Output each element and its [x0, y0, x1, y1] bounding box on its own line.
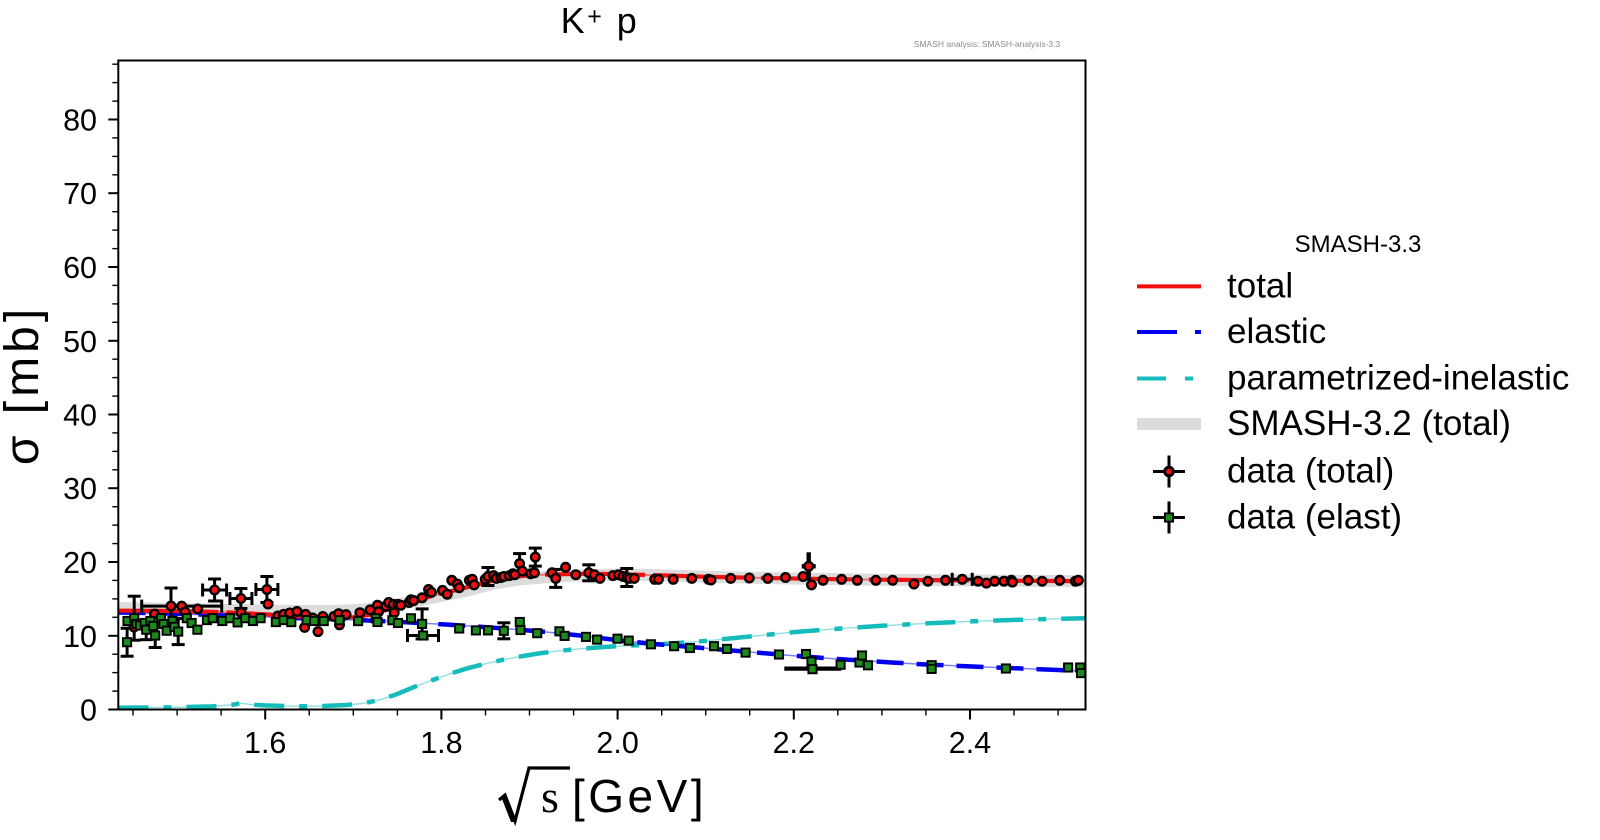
svg-text:SMASH analysis: SMASH-analysis: SMASH analysis: SMASH-analysis-3.3	[914, 39, 1061, 49]
svg-text:20: 20	[63, 546, 97, 580]
svg-text:80: 80	[63, 104, 97, 138]
svg-text:[GeV]: [GeV]	[572, 770, 707, 822]
svg-text:total: total	[1227, 266, 1293, 305]
svg-text:s: s	[541, 771, 559, 822]
svg-text:30: 30	[63, 472, 97, 506]
svg-text:data (total): data (total)	[1227, 452, 1394, 491]
svg-text:data (elast): data (elast)	[1227, 498, 1402, 537]
svg-text:1.6: 1.6	[244, 726, 286, 760]
svg-text:2.0: 2.0	[596, 726, 638, 760]
svg-text:σ [mb]: σ [mb]	[0, 305, 49, 465]
svg-text:1.8: 1.8	[420, 726, 462, 760]
svg-text:parametrized-inelastic: parametrized-inelastic	[1227, 359, 1569, 398]
svg-text:0: 0	[80, 694, 97, 728]
svg-text:2.2: 2.2	[773, 726, 815, 760]
svg-text:10: 10	[63, 620, 97, 654]
svg-text:SMASH-3.2 (total): SMASH-3.2 (total)	[1227, 404, 1511, 443]
svg-text:70: 70	[63, 177, 97, 211]
svg-text:elastic: elastic	[1227, 312, 1326, 351]
svg-text:50: 50	[63, 325, 97, 359]
svg-text:SMASH-3.3: SMASH-3.3	[1295, 231, 1422, 258]
svg-text:2.4: 2.4	[949, 726, 991, 760]
svg-text:40: 40	[63, 399, 97, 433]
svg-text:60: 60	[63, 251, 97, 285]
